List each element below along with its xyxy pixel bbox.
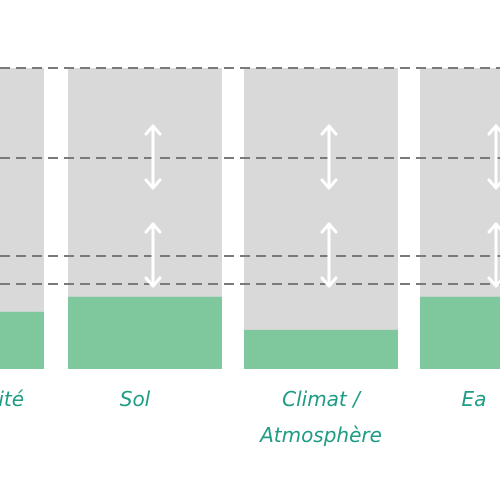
double-arrow-icon bbox=[320, 222, 338, 288]
column-climat-label-line2: Atmosphère bbox=[258, 423, 382, 447]
double-arrow-icon bbox=[487, 124, 500, 190]
double-arrow-icon bbox=[144, 124, 162, 190]
column-biodiversite-fill bbox=[0, 311, 44, 369]
column-eau-fill bbox=[420, 296, 500, 369]
double-arrow-icon bbox=[487, 222, 500, 288]
double-arrow-icon bbox=[320, 124, 338, 190]
column-climat-background bbox=[244, 68, 398, 369]
column-eau-label: Ea bbox=[462, 387, 487, 411]
column-climat-fill bbox=[244, 329, 398, 369]
column-climat-label: Climat / bbox=[282, 387, 362, 411]
column-sol-fill bbox=[68, 296, 222, 369]
column-sol-label: Sol bbox=[120, 387, 151, 411]
column-biodiversite-label: sité bbox=[0, 387, 24, 411]
double-arrow-icon bbox=[144, 222, 162, 288]
